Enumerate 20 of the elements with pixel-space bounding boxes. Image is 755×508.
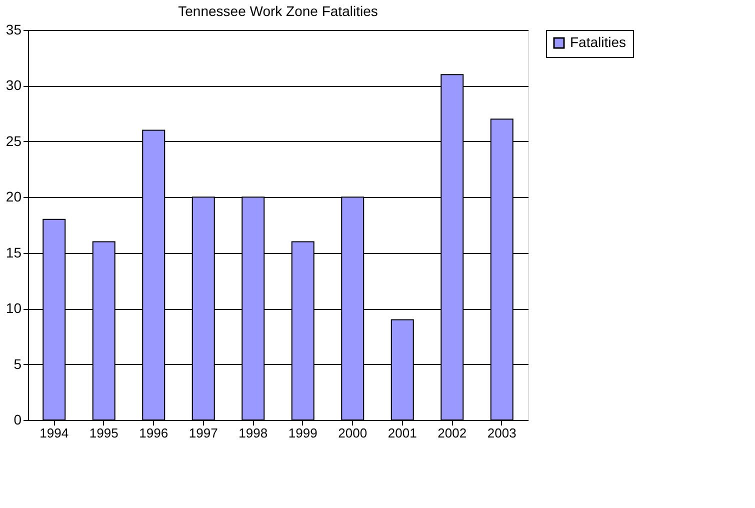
y-tick-label: 25 bbox=[6, 132, 22, 149]
x-tick-label: 2000 bbox=[338, 426, 368, 440]
x-tick-label: 1999 bbox=[288, 426, 318, 440]
x-tick-label: 1997 bbox=[188, 426, 218, 440]
y-tick-label: 5 bbox=[14, 356, 22, 372]
x-tick-label: 1996 bbox=[139, 426, 168, 440]
y-tick-label: 30 bbox=[6, 77, 22, 94]
y-tick-label: 15 bbox=[6, 244, 22, 260]
x-tick-label: 2003 bbox=[487, 426, 516, 440]
x-tick-label: 1995 bbox=[89, 426, 118, 440]
y-tick-label: 20 bbox=[6, 188, 22, 205]
x-tick-label: 2001 bbox=[388, 426, 417, 440]
y-tick-label: 0 bbox=[14, 412, 22, 428]
y-tick-label: 35 bbox=[6, 22, 22, 38]
y-tick-label: 10 bbox=[6, 300, 22, 316]
x-tick-label: 1994 bbox=[40, 426, 69, 440]
chart-title: Tennessee Work Zone Fatalities bbox=[178, 3, 378, 19]
x-tick-label: 1998 bbox=[238, 426, 268, 440]
x-tick-label: 2002 bbox=[438, 426, 467, 440]
legend-label: Fatalities bbox=[570, 34, 626, 50]
